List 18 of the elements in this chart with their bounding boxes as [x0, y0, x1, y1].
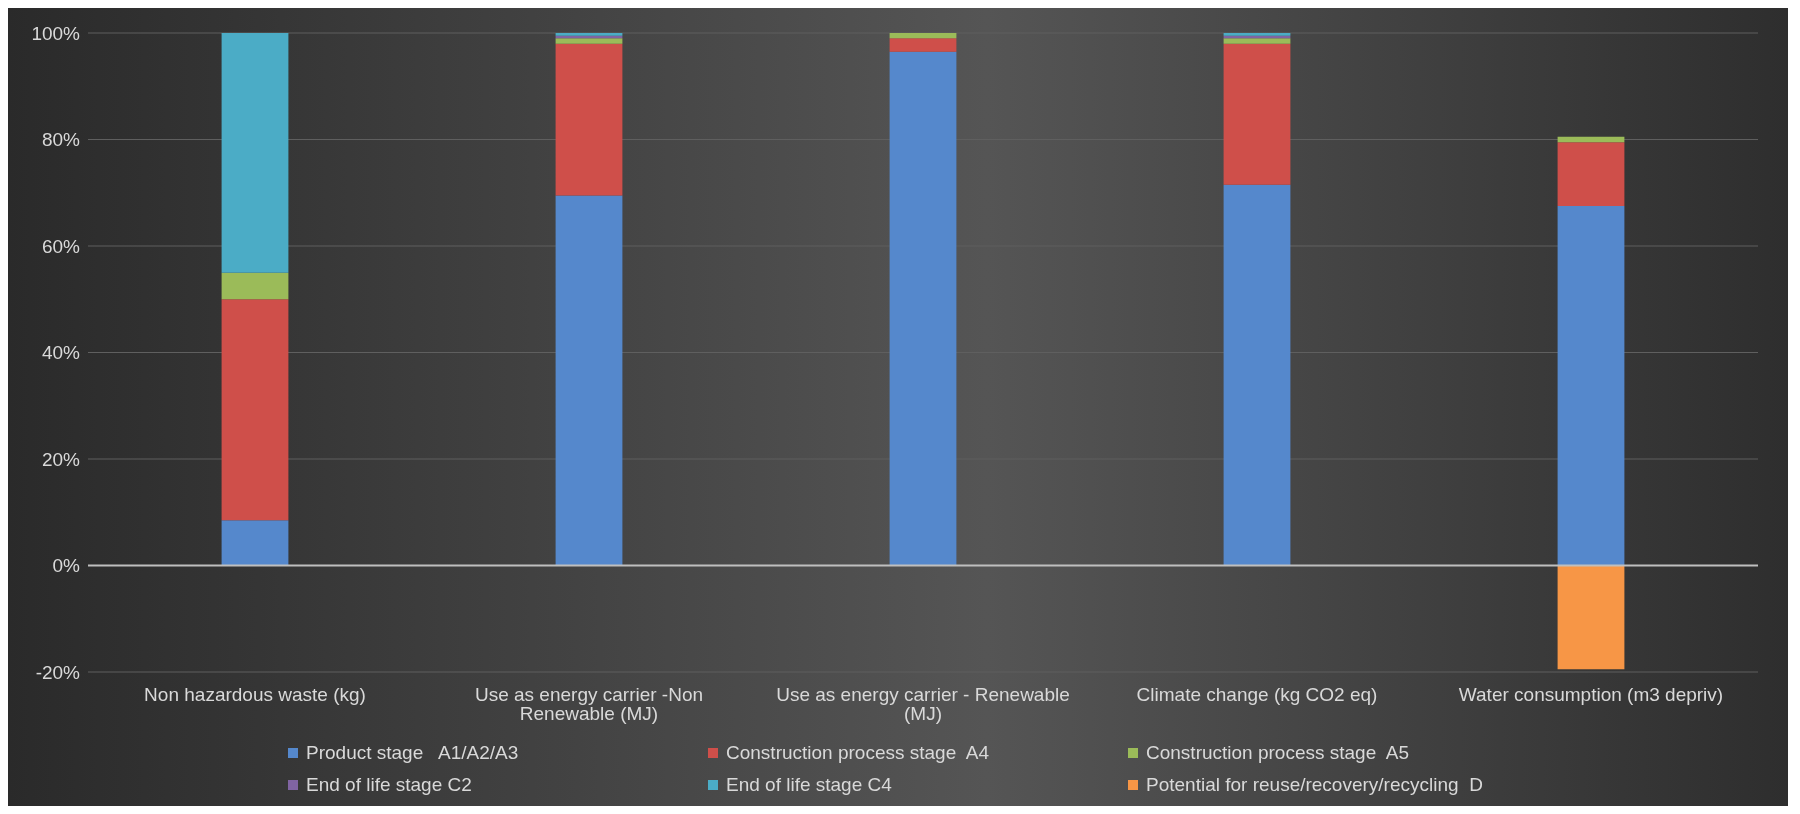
x-tick-label: Use as energy carrier - Renewable (MJ) — [776, 684, 1070, 725]
x-tick-label: Water consumption (m3 depriv) — [1458, 684, 1724, 706]
y-tick-label: 40% — [41, 342, 81, 364]
legend-label: Construction process stage A5 — [1145, 742, 1410, 764]
y-tick-label: 60% — [41, 235, 81, 257]
y-tick-label: 0% — [52, 555, 81, 577]
x-tick-label: Climate change (kg CO2 eq) — [1136, 684, 1378, 706]
y-tick-label: 80% — [41, 129, 81, 151]
x-tick-label: Non hazardous waste (kg) — [144, 684, 366, 706]
y-tick-label: 20% — [41, 448, 81, 470]
legend-label: Construction process stage A4 — [725, 742, 990, 764]
legend-label: Product stage A1/A2/A3 — [305, 742, 520, 764]
legend-label: End of life stage C4 — [725, 774, 893, 796]
x-tick-label: Use as energy carrier -Non Renewable (MJ) — [474, 684, 704, 725]
y-tick-label: 100% — [31, 22, 81, 44]
legend-label: End of life stage C2 — [305, 774, 473, 796]
legend-label: Potential for reuse/recovery/recycling D — [1145, 774, 1484, 796]
y-tick-label: -20% — [35, 661, 81, 683]
